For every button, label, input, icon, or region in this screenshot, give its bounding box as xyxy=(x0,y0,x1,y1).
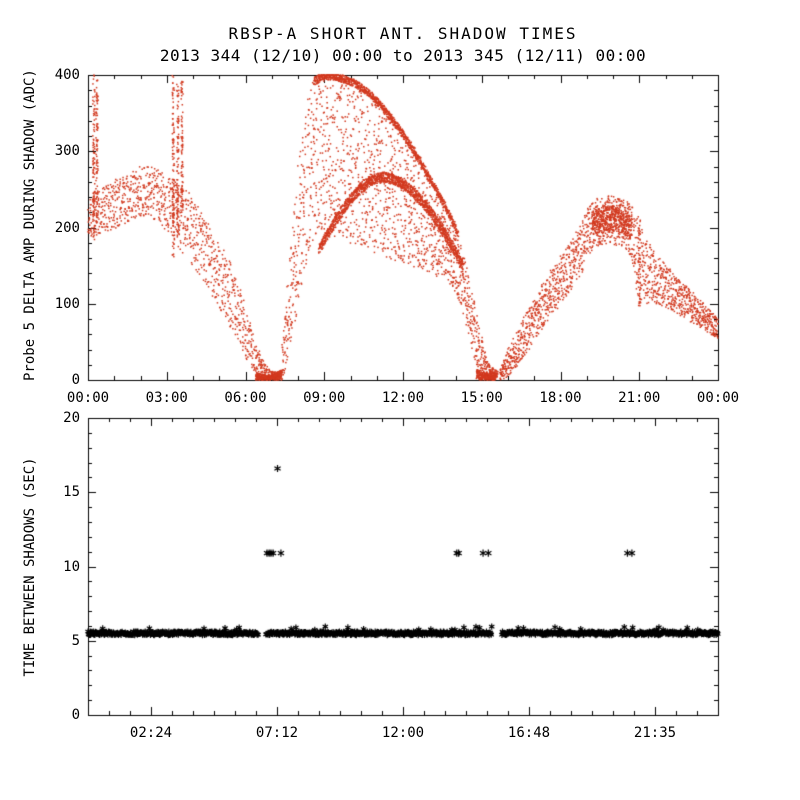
y-tick-label: 15 xyxy=(63,484,80,501)
x-tick-label: 00:00 xyxy=(696,390,740,406)
y-tick-label: 5 xyxy=(71,632,80,649)
y-tick-label: 100 xyxy=(54,295,80,312)
x-tick-label: 07:12 xyxy=(255,725,299,741)
y-tick-label: 10 xyxy=(63,558,80,575)
x-tick-label: 21:00 xyxy=(618,390,661,406)
y-tick-label: 0 xyxy=(71,707,80,723)
x-tick-label: 00:00 xyxy=(66,390,110,406)
x-tick-label: 16:48 xyxy=(507,725,551,741)
y-tick-label: 20 xyxy=(63,410,80,426)
y-tick-label: 400 xyxy=(54,67,80,83)
x-tick-label: 15:00 xyxy=(460,390,503,406)
chart-subtitle: 2013 344 (12/10) 00:00 to 2013 345 (12/1… xyxy=(159,46,647,65)
x-tick-label: 03:00 xyxy=(145,390,188,406)
y-tick-label: 300 xyxy=(54,143,80,160)
x-tick-label: 06:00 xyxy=(224,390,267,406)
x-tick-label: 12:00 xyxy=(381,390,425,406)
x-tick-label: 12:00 xyxy=(381,725,425,741)
y-tick-label: 200 xyxy=(54,219,80,236)
y-tick-label: 0 xyxy=(71,372,80,388)
chart-title: RBSP-A SHORT ANT. SHADOW TIMES xyxy=(228,24,578,43)
x-tick-label: 02:24 xyxy=(129,725,173,741)
x-tick-label: 21:35 xyxy=(633,725,677,741)
x-tick-label: 18:00 xyxy=(539,390,582,406)
x-tick-label: 09:00 xyxy=(303,390,346,406)
